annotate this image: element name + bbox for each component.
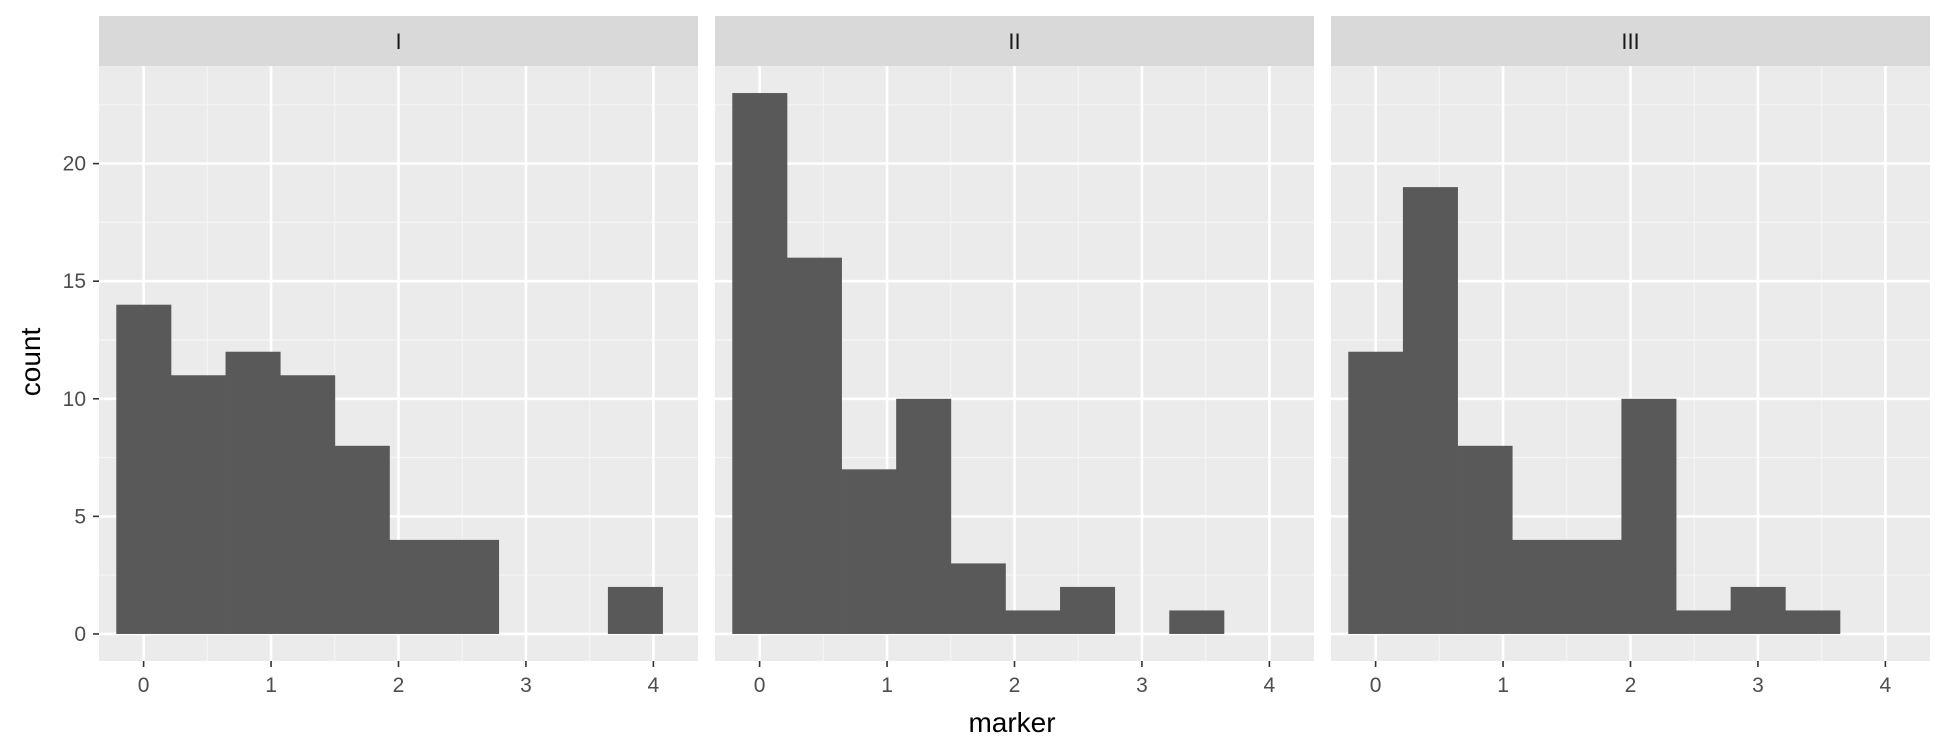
x-tick-label: 0 <box>138 674 150 697</box>
y-tick-label: 10 <box>63 388 86 411</box>
histogram-bar <box>732 93 788 634</box>
histogram-bar <box>1457 445 1513 634</box>
facet-panel-2: II <box>715 16 1314 661</box>
histogram-bar <box>607 586 663 634</box>
histogram-bar <box>896 398 952 634</box>
histogram-bar <box>334 445 390 634</box>
histogram-bar <box>444 539 500 634</box>
x-tick-label: 0 <box>754 674 766 697</box>
histogram-bar <box>1676 610 1732 634</box>
y-tick-label: 0 <box>74 623 86 646</box>
facet-strip <box>1331 16 1930 66</box>
x-tick-label: 4 <box>1264 674 1276 697</box>
facet-panel-3: III <box>1331 16 1930 661</box>
histogram-bar <box>1060 586 1116 634</box>
y-tick-label: 5 <box>74 505 86 528</box>
facet-strip <box>715 16 1314 66</box>
histogram-bar <box>1512 539 1568 634</box>
y-tick-label: 15 <box>63 270 86 293</box>
y-axis: 0 5 10 15 20 <box>63 153 99 646</box>
histogram-bar <box>1730 586 1786 634</box>
histogram-bar <box>170 375 226 634</box>
y-axis-title: count <box>15 328 46 397</box>
facet-strip <box>99 16 698 66</box>
x-axis-title: marker <box>968 707 1055 738</box>
x-tick-label: 4 <box>648 674 660 697</box>
histogram-bar <box>1785 610 1841 634</box>
histogram-bar <box>1005 610 1061 634</box>
x-tick-label: 1 <box>1497 674 1509 697</box>
facet-strip-label: III <box>1621 29 1639 54</box>
x-tick-label: 3 <box>1136 674 1148 697</box>
histogram-bar <box>1402 187 1458 634</box>
histogram-bar <box>1621 398 1677 634</box>
x-tick-label: 0 <box>1370 674 1382 697</box>
x-tick-label: 2 <box>1009 674 1021 697</box>
histogram-bar <box>280 375 336 634</box>
histogram-bar <box>116 304 172 634</box>
facet-strip-label: I <box>395 29 401 54</box>
x-axis: 0 1 2 3 4 0 1 2 3 4 0 1 2 3 4 <box>138 661 1892 697</box>
x-tick-label: 1 <box>881 674 893 697</box>
histogram-bar <box>225 351 281 634</box>
facet-panel-1: I <box>99 16 698 661</box>
x-tick-label: 1 <box>265 674 277 697</box>
x-tick-label: 2 <box>393 674 405 697</box>
histogram-bar <box>1348 351 1404 634</box>
y-tick-label: 20 <box>63 153 86 176</box>
histogram-bar <box>841 469 897 634</box>
histogram-bar <box>1566 539 1622 634</box>
histogram-bar <box>1169 610 1225 634</box>
x-tick-label: 2 <box>1625 674 1637 697</box>
facet-strip-label: II <box>1008 29 1020 54</box>
x-tick-label: 3 <box>1752 674 1764 697</box>
x-tick-label: 3 <box>520 674 532 697</box>
x-tick-label: 4 <box>1880 674 1892 697</box>
histogram-bar <box>389 539 445 634</box>
histogram-bar <box>786 257 842 634</box>
histogram-bar <box>950 563 1006 634</box>
